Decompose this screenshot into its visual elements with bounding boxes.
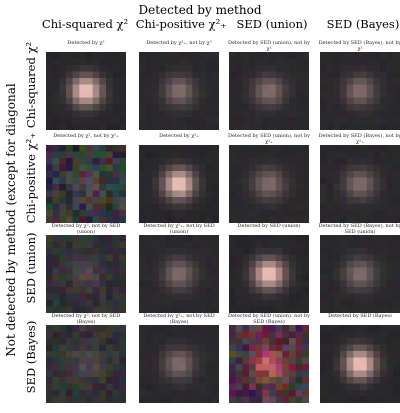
image-stamp (320, 145, 400, 223)
panel-caption: Detected by SED (Bayes) (328, 313, 392, 319)
image-stamp (320, 235, 400, 313)
panel-caption: Detected by SED (union), not by χ² (228, 40, 310, 52)
panel-caption: Detected by χ², not by SED (union) (51, 223, 121, 235)
image-stamp (320, 52, 400, 130)
panel-caption: Detected by χ²₊, not by SED (Bayes) (143, 313, 215, 325)
panel-caption: Detected by χ²₊, not by χ² (146, 40, 212, 46)
panel-caption: Detected by χ², not by χ²₊ (53, 133, 119, 139)
panel-caption: Detected by SED (Bayes), not by χ²₊ (318, 133, 400, 145)
panel-caption: Detected by SED (union), not by SED (Bay… (228, 313, 310, 325)
panel-caption: Detected by χ²₊, not by SED (union) (143, 223, 215, 235)
image-stamp (46, 145, 126, 223)
panel-caption: Detected by χ²₊ (159, 133, 199, 139)
column-header-sed-union: SED (union) (236, 17, 308, 31)
image-stamp (139, 325, 219, 403)
image-stamp (46, 235, 126, 313)
panel-caption: Detected by SED (union), not by χ²₊ (228, 133, 310, 145)
image-stamp (229, 325, 309, 403)
image-stamp (229, 145, 309, 223)
panel-caption: Detected by χ² (67, 40, 105, 46)
figure-title-side: Not detected by method (except for diago… (4, 83, 18, 357)
panel-caption: Detected by SED (Bayes), not by SED (uni… (318, 223, 400, 235)
image-stamp (139, 235, 219, 313)
image-stamp (229, 52, 309, 130)
image-stamp (139, 52, 219, 130)
image-stamp (139, 145, 219, 223)
panel-caption: Detected by SED (Bayes), not by χ² (318, 40, 400, 52)
column-header-sed-bayes: SED (Bayes) (326, 17, 400, 31)
panel-caption: Detected by χ², not by SED (Bayes) (51, 313, 121, 325)
image-stamp (46, 52, 126, 130)
column-header-chi-positive: Chi-positive χ²₊ (135, 17, 227, 31)
image-stamp (229, 235, 309, 313)
image-stamp (320, 325, 400, 403)
panel-caption: Detected by SED (union) (237, 223, 301, 229)
figure-title-top: Detected by method (138, 3, 262, 17)
image-stamp (46, 325, 126, 403)
column-header-chi-squared: Chi-squared χ² (41, 17, 129, 31)
